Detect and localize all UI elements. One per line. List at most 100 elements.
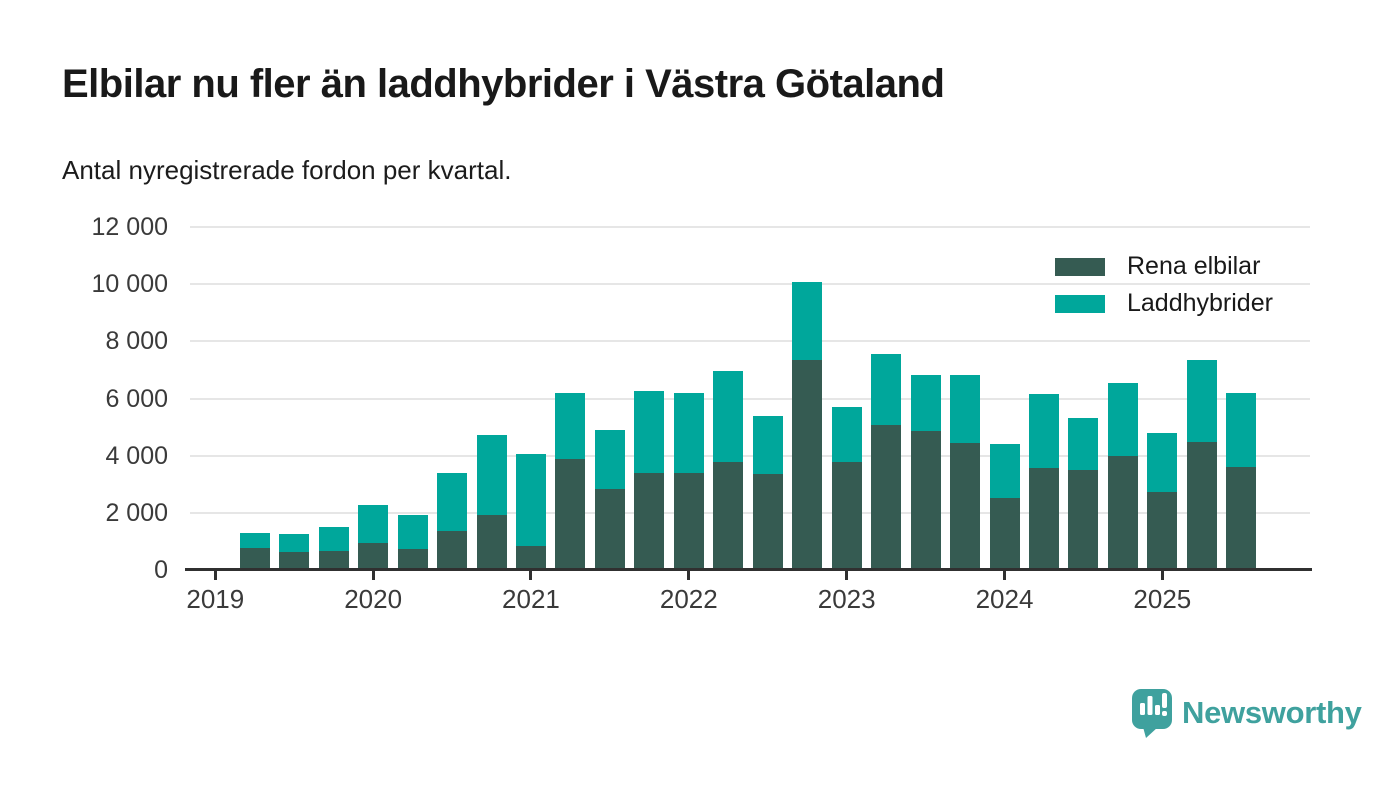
segment-rena-elbilar (713, 461, 744, 570)
segment-rena-elbilar (555, 458, 586, 570)
gridline-8000 (190, 340, 1310, 343)
segment-laddhybrider (831, 407, 862, 462)
segment-laddhybrider (792, 282, 823, 360)
segment-laddhybrider (1186, 359, 1217, 442)
segment-rena-elbilar (673, 472, 704, 570)
segment-laddhybrider (634, 391, 665, 473)
x-tick-2021 (529, 571, 533, 580)
segment-rena-elbilar (594, 488, 625, 570)
bar-2020Q2 (397, 514, 428, 570)
x-axis-line (185, 568, 1312, 571)
segment-laddhybrider (871, 353, 902, 426)
segment-laddhybrider (397, 514, 428, 550)
segment-laddhybrider (515, 453, 546, 546)
bar-2022Q4 (792, 282, 823, 570)
x-tick-2023 (845, 571, 849, 580)
segment-laddhybrider (673, 392, 704, 473)
segment-rena-elbilar (910, 430, 941, 570)
bar-2022Q2 (713, 371, 744, 570)
bar-2022Q3 (752, 415, 783, 570)
bar-2023Q1 (831, 407, 862, 570)
bar-2025Q2 (1186, 359, 1217, 570)
bar-2020Q3 (437, 473, 468, 570)
y-axis-label-6000: 6 000 (105, 384, 168, 413)
segment-laddhybrider (950, 375, 981, 443)
segment-laddhybrider (318, 527, 349, 552)
legend-item-laddhybrider: Laddhybrider (1055, 285, 1273, 322)
bar-2024Q2 (1028, 394, 1059, 570)
bar-2020Q1 (358, 505, 389, 570)
segment-rena-elbilar (1068, 470, 1099, 570)
x-tick-2022 (687, 571, 691, 580)
x-axis-label-2023: 2023 (817, 584, 876, 614)
segment-rena-elbilar (1107, 455, 1138, 570)
newsworthy-wordmark: Newsworthy (1182, 695, 1362, 730)
y-axis-label-2000: 2 000 (105, 498, 168, 527)
x-axis-label-2025: 2025 (1133, 584, 1192, 614)
segment-rena-elbilar (1028, 468, 1059, 570)
segment-rena-elbilar (358, 542, 389, 570)
bar-2025Q3 (1226, 393, 1257, 570)
segment-rena-elbilar (871, 425, 902, 570)
x-axis-label-2021: 2021 (502, 584, 560, 614)
newsworthy-logo: Newsworthy (1131, 688, 1362, 738)
segment-laddhybrider (594, 430, 625, 489)
x-tick-2019 (213, 571, 217, 580)
bar-2019Q3 (279, 533, 310, 570)
segment-laddhybrider (1107, 382, 1138, 456)
gridline-6000 (190, 397, 1310, 400)
segment-rena-elbilar (279, 552, 310, 570)
segment-rena-elbilar (792, 359, 823, 570)
legend-label-rena-elbilar: Rena elbilar (1127, 252, 1261, 280)
bar-2022Q1 (673, 392, 704, 570)
segment-rena-elbilar (950, 442, 981, 570)
segment-laddhybrider (437, 473, 468, 532)
segment-rena-elbilar (1186, 441, 1217, 570)
newsworthy-bubble-chart-icon (1132, 689, 1172, 738)
segment-laddhybrider (239, 532, 270, 549)
x-tick-2025 (1160, 571, 1164, 580)
y-axis-label-12000: 12 000 (91, 213, 168, 241)
x-axis-label-2019: 2019 (186, 584, 245, 614)
segment-laddhybrider (476, 434, 507, 515)
bar-2023Q2 (871, 353, 902, 570)
gridline-10000 (190, 283, 1310, 286)
segment-laddhybrider (910, 375, 941, 431)
chart-legend: Rena elbilar Laddhybrider (1055, 248, 1273, 322)
segment-laddhybrider (1028, 394, 1059, 469)
segment-rena-elbilar (831, 461, 862, 570)
bar-2021Q1 (515, 453, 546, 570)
bar-2023Q3 (910, 375, 941, 570)
chart-title: Elbilar nu fler än laddhybrider i Västra… (62, 62, 945, 106)
bar-2021Q2 (555, 392, 586, 570)
x-axis-label-2024: 2024 (975, 584, 1034, 614)
segment-laddhybrider (555, 392, 586, 459)
legend-swatch-rena-elbilar (1055, 257, 1105, 276)
segment-rena-elbilar (989, 498, 1020, 570)
segment-laddhybrider (752, 415, 783, 475)
chart-subtitle: Antal nyregistrerade fordon per kvartal. (62, 155, 512, 185)
bar-2023Q4 (950, 375, 981, 570)
segment-rena-elbilar (1147, 491, 1178, 570)
y-axis-label-8000: 8 000 (105, 327, 168, 356)
segment-laddhybrider (1147, 432, 1178, 492)
segment-laddhybrider (358, 505, 389, 543)
segment-laddhybrider (1068, 417, 1099, 471)
segment-rena-elbilar (318, 551, 349, 570)
segment-laddhybrider (713, 371, 744, 462)
y-axis-label-0: 0 (154, 556, 168, 584)
bar-2024Q4 (1107, 382, 1138, 570)
legend-item-rena-elbilar: Rena elbilar (1055, 248, 1273, 285)
bar-2024Q1 (989, 444, 1020, 570)
bar-2025Q1 (1147, 432, 1178, 570)
y-axis-label-10000: 10 000 (91, 270, 168, 299)
legend-label-laddhybrider: Laddhybrider (1127, 289, 1273, 317)
x-tick-2020 (371, 571, 375, 580)
y-axis-label-4000: 4 000 (105, 441, 168, 470)
segment-rena-elbilar (437, 531, 468, 570)
bar-2019Q4 (318, 527, 349, 570)
segment-rena-elbilar (752, 474, 783, 570)
bar-2020Q4 (476, 434, 507, 570)
bar-2024Q3 (1068, 417, 1099, 570)
segment-rena-elbilar (1226, 467, 1257, 570)
